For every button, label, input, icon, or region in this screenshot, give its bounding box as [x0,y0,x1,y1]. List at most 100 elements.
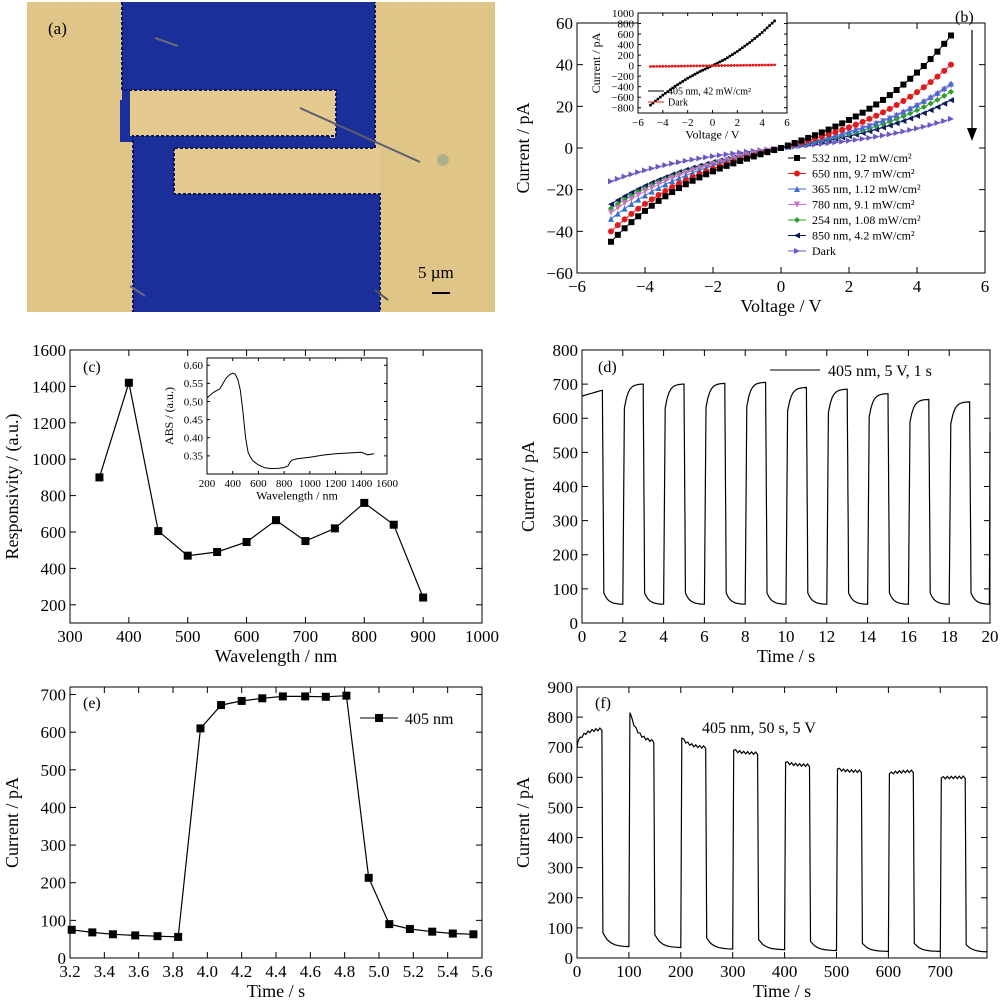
panel-f-switching-chart: 0 100 200 300 400 500 600 700 0 100 200 300 400 500 60… [513,678,988,1001]
x-tick-label: 1200 [325,478,348,490]
marker-triangle-left [934,103,941,110]
y-tick-label: 40 [556,56,573,75]
marker-square [927,56,934,63]
marker-square [825,126,832,133]
marker-triangle-right [614,175,621,182]
fiber-1 [299,107,421,163]
x-tick-label: 14 [859,627,877,646]
inset-point [757,63,761,67]
x-tick-label: 2 [735,117,741,129]
marker-triangle-up [628,201,635,208]
x-tick-label: 700 [293,627,319,646]
marker-square [648,202,655,209]
inset-point [773,63,776,67]
marker-triangle-left [628,189,635,196]
inset-point [664,92,667,95]
electrode-outline [121,2,381,312]
marker-square [934,48,941,55]
marker-triangle-right [710,153,716,160]
y-tick-label: 0.45 [184,414,204,426]
legend-label: 365 nm, 1.12 mW/cm² [812,182,921,196]
marker-square [723,162,730,169]
scalebar-label: 5 µm [418,263,454,282]
inset-point [695,64,699,68]
marker-triangle-up [914,101,920,108]
inset-point [706,66,709,70]
inset-point [680,64,683,68]
data-point [237,696,246,705]
data-point [196,724,205,733]
legend-marker [375,714,383,722]
marker-circle [648,196,655,203]
panel-label: (b) [955,9,974,26]
marker-diamond [948,88,954,95]
marker-triangle-up [900,108,907,115]
y-tick-label: −20 [546,181,573,200]
marker-triangle-up [648,188,655,195]
x-tick-label: 6 [700,627,709,646]
y-tick-label: 800 [553,341,579,360]
legend-label: 405 nm, 50 s, 5 V [702,720,816,737]
legend-label: 405 nm [405,711,454,728]
marker-circle [608,228,614,235]
inset-point [748,63,752,67]
x-axis-label: Voltage / V [685,127,740,141]
inset-point [718,60,722,64]
marker-triangle-left [941,100,948,107]
y-tick-label: 300 [553,512,579,531]
inset-point [716,61,719,65]
inset-point [667,64,671,68]
y-tick-label: 500 [553,443,579,462]
inset-point [729,64,733,67]
data-point [108,930,117,939]
marker-square [608,238,614,245]
marker-triangle-up [920,97,927,104]
y-tick-label: 600 [618,29,635,41]
marker-square [750,153,757,160]
y-tick-label: 1200 [32,414,66,433]
marker-triangle-right [794,248,800,254]
inset-point [668,88,672,92]
x-tick-label: 6 [981,277,990,296]
y-tick-label: 0.60 [184,360,204,372]
y-tick-label: 60 [556,14,573,33]
marker-square [778,145,784,151]
y-tick-label: 600 [548,768,574,787]
marker-triangle-left [948,97,954,104]
inset-point [698,64,702,68]
inset-point [723,64,727,67]
inset-point [649,65,652,68]
marker-square [669,189,676,196]
y-tick-label: 0.55 [184,378,204,390]
inset-point [714,64,718,68]
y-tick-label: 0.50 [184,396,204,408]
x-tick-label: 4 [759,117,765,129]
marker-triangle-right [825,140,832,147]
data-point [364,873,373,882]
marker-triangle-right [920,123,927,130]
x-tick-label: 18 [941,627,958,646]
inset-point [658,64,662,68]
panel-c-responsivity-chart: 300 400 500 600 700 800 900 1000 200 400 600 800 100… [2,341,499,666]
marker-diamond [914,107,920,114]
marker-triangle-down [608,209,614,216]
marker-triangle-right [941,117,948,124]
y-tick-label: 400 [548,829,574,848]
x-tick-label: 300 [720,962,746,981]
inset-point [739,63,742,67]
y-tick-label: −200 [611,71,634,83]
marker-triangle-right [608,178,614,185]
marker-square [628,219,635,226]
fiber-4 [374,289,389,301]
marker-triangle-right [723,151,730,158]
marker-square [784,142,791,149]
marker-square [642,207,648,214]
marker-triangle-up [866,122,873,129]
marker-square [873,101,880,108]
data-point [88,928,97,937]
y-tick-label: 400 [553,477,579,496]
inset-point [760,31,764,34]
inset-point [661,64,665,68]
